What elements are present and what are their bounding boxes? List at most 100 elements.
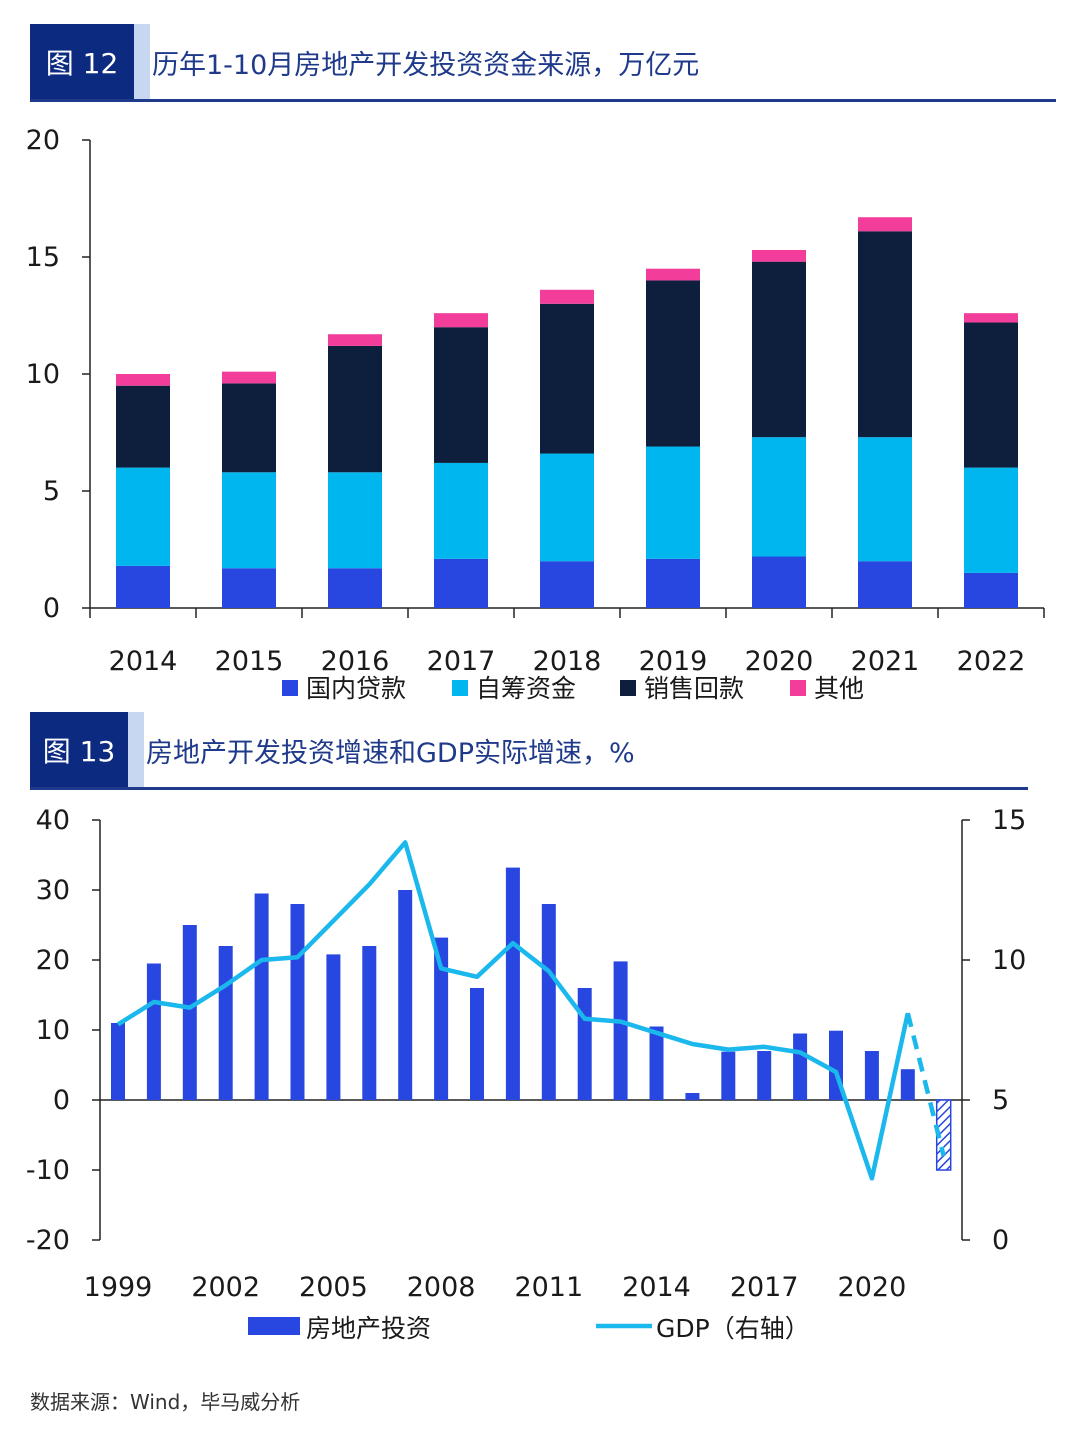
bar-segment: [116, 385, 170, 468]
y-right-tick-label: 10: [992, 945, 1026, 976]
figure-12-title: 历年1-10月房地产开发投资资金来源，万亿元: [152, 49, 700, 81]
gdp-line-forecast: [905, 1012, 946, 1157]
bar-segment: [964, 313, 1018, 323]
invest-bar: [685, 1093, 700, 1100]
x-tick-label: 2015: [215, 646, 284, 677]
y-tick-label: 20: [26, 125, 60, 156]
x-tick-label: 2014: [109, 646, 178, 677]
bar-segment: [752, 556, 806, 608]
y-tick-label: 0: [43, 593, 60, 624]
bar-segment: [858, 231, 912, 438]
bar-segment: [858, 561, 912, 608]
bar-segment: [540, 289, 594, 304]
legend-swatch: [282, 680, 298, 696]
y-right-tick-label: 5: [992, 1085, 1009, 1116]
bar-segment: [646, 558, 700, 608]
legend-label-gdp: GDP（右轴）: [656, 1314, 810, 1343]
bar-segment: [434, 327, 488, 463]
x-tick-label: 2022: [957, 646, 1026, 677]
invest-bar: [577, 988, 592, 1100]
invest-bar: [254, 893, 269, 1100]
y-tick-label: 5: [43, 476, 60, 507]
stacked-bar-chart: 0 5 10 15 20 2014 2015 2016 2017 2018 2019 2020 2021…: [26, 125, 1045, 703]
source-note: 数据来源：Wind，毕马威分析: [30, 1390, 301, 1414]
figure-13-rule: [30, 787, 1028, 790]
invest-bar: [864, 1051, 879, 1100]
bar-segment: [858, 437, 912, 562]
legend-swatch: [790, 680, 806, 696]
bar-segment: [540, 453, 594, 562]
bar-segment: [540, 303, 594, 454]
legend-swatch: [452, 680, 468, 696]
bar-segment: [752, 261, 806, 438]
y-left-tick-label: 20: [36, 945, 70, 976]
x-tick-label: 2008: [407, 1272, 476, 1303]
bar-segment: [434, 462, 488, 559]
bar-segment: [222, 568, 276, 608]
x-tick-label: 2019: [639, 646, 708, 677]
bar-segment: [646, 280, 700, 447]
y-tick-label: 15: [26, 242, 60, 273]
bar-segment: [752, 249, 806, 262]
bar-segment: [646, 268, 700, 281]
x-tick-label: 2020: [745, 646, 814, 677]
x-tick-label: 2011: [514, 1272, 583, 1303]
invest-bar: [541, 904, 556, 1100]
invest-bar: [470, 988, 484, 1100]
legend-label: 其他: [814, 674, 864, 703]
figure-12-badge: 图 12: [30, 24, 134, 100]
y-left-tick-label: 40: [36, 805, 70, 836]
bar-segment: [646, 446, 700, 559]
bar-segment: [116, 467, 170, 566]
bar-segment: [116, 374, 170, 386]
legend-label-invest: 房地产投资: [306, 1314, 431, 1343]
invest-bar: [398, 890, 413, 1100]
bar-segment: [964, 322, 1018, 468]
figure-13-header: 图 13 房地产开发投资增速和GDP实际增速，%: [30, 712, 1028, 790]
bar-segment: [964, 467, 1018, 573]
invest-bar: [721, 1051, 736, 1100]
x-tick-label: 2020: [838, 1272, 907, 1303]
invest-bar: [793, 1033, 808, 1100]
bar-segment: [434, 313, 488, 328]
invest-bar: [146, 963, 161, 1100]
invest-bar: [900, 1069, 915, 1100]
x-tick-label: 2017: [427, 646, 496, 677]
bar-segment: [222, 371, 276, 384]
legend-swatch: [620, 680, 636, 696]
bar-segment: [540, 561, 594, 608]
bar-segment: [328, 568, 382, 608]
x-tick-label: 1999: [84, 1272, 153, 1303]
invest-bar: [505, 867, 520, 1100]
bar-line-chart: -20 -10 0 10 20 30 40 0 5 10 15 1999 2002 2005 2008 201…: [26, 805, 1026, 1343]
x-tick-label: 2016: [321, 646, 390, 677]
legend-label: 销售回款: [644, 674, 744, 703]
figure-12-rule: [30, 99, 1056, 102]
bar-segment: [328, 472, 382, 569]
invest-bar: [326, 954, 341, 1100]
figure-13-badge: 图 13: [30, 712, 128, 788]
invest-bar: [218, 946, 233, 1100]
figure-13-title: 房地产开发投资增速和GDP实际增速，%: [146, 737, 635, 769]
y-right-tick-label: 0: [992, 1225, 1009, 1256]
figure-12-badge-edge: [134, 24, 150, 100]
y-right-tick-label: 15: [992, 805, 1026, 836]
y-tick-label: 10: [26, 359, 60, 390]
y-left-tick-label: 0: [53, 1085, 70, 1116]
x-tick-label: 2002: [191, 1272, 260, 1303]
y-left-tick-label: -10: [26, 1155, 70, 1186]
x-tick-label: 2017: [730, 1272, 799, 1303]
invest-bar: [649, 1026, 664, 1100]
x-tick-label: 2018: [533, 646, 602, 677]
invest-bar: [182, 925, 197, 1100]
legend-label: 自筹资金: [476, 674, 576, 703]
figure-12-header: 图 12 历年1-10月房地产开发投资资金来源，万亿元: [30, 24, 1056, 102]
y-left-tick-label: 10: [36, 1015, 70, 1046]
legend-label: 国内贷款: [306, 674, 406, 703]
bar-segment: [858, 217, 912, 232]
invest-bar: [757, 1051, 772, 1100]
invest-bar: [111, 1023, 125, 1100]
invest-bar: [434, 937, 449, 1100]
bar-segment: [222, 472, 276, 569]
bar-segment: [752, 437, 806, 557]
